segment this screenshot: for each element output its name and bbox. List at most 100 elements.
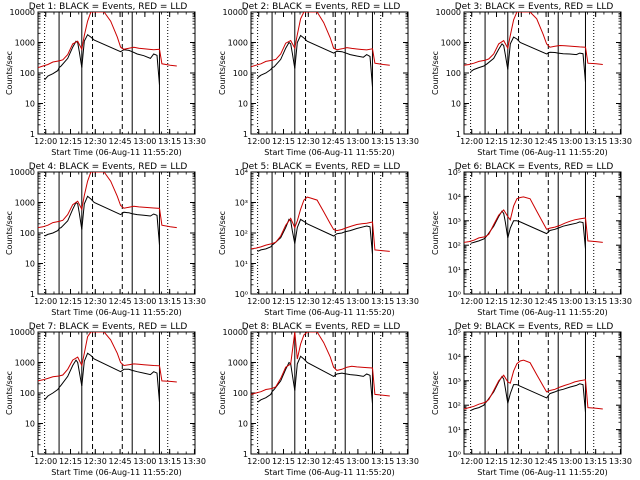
x-tick-label: 13:30: [183, 297, 206, 306]
x-tick-label: 13:00: [133, 457, 156, 466]
y-tick-label: 10¹: [235, 260, 248, 269]
plot-frame: [250, 11, 409, 135]
x-tick-label: 13:30: [183, 137, 206, 146]
y-tick-label: 10000: [10, 8, 35, 17]
x-tick-label: 13:30: [609, 137, 632, 146]
x-tick-label: 12:15: [59, 457, 82, 466]
y-tick-label: 10⁵: [448, 328, 461, 337]
y-tick-label: 10000: [436, 8, 461, 17]
panel-title: Det 2: BLACK = Events, RED = LLD: [242, 2, 401, 12]
x-tick-label: 12:15: [272, 297, 295, 306]
y-tick-label: 1000: [15, 359, 35, 368]
y-tick-label: 10: [238, 420, 248, 429]
x-axis-label: Start Time (06-Aug-11 11:55:20): [477, 148, 608, 157]
plot-frame: [463, 331, 622, 455]
y-tick-label: 10: [25, 100, 35, 109]
y-tick-label: 100: [20, 229, 35, 238]
x-tick-label: 12:45: [322, 137, 345, 146]
x-tick-label: 13:00: [346, 457, 369, 466]
detector-panel-6: Det 6: BLACK = Events, RED = LLD 10⁰ 10¹ 10…: [431, 162, 632, 317]
x-tick-label: 13:30: [396, 137, 419, 146]
x-tick-label: 13:30: [396, 457, 419, 466]
y-tick-label: 1000: [228, 39, 248, 48]
y-axis-label: Counts/sec: [218, 51, 227, 95]
series-line-lld: [38, 172, 177, 229]
y-tick-label: 1: [243, 450, 248, 459]
x-tick-label: 12:15: [59, 137, 82, 146]
x-axis-label: Start Time (06-Aug-11 11:55:20): [477, 308, 608, 317]
y-tick-label: 10²: [448, 401, 461, 410]
x-tick-label: 12:00: [247, 297, 270, 306]
detector-panel-7: Det 7: BLACK = Events, RED = LLD 1 10 100 10…: [5, 322, 206, 477]
y-tick-label: 10000: [223, 8, 248, 17]
y-axis-label: Counts/sec: [218, 371, 227, 415]
x-tick-label: 13:15: [158, 457, 181, 466]
y-tick-label: 1: [30, 130, 35, 139]
x-tick-label: 13:15: [584, 137, 607, 146]
y-axis-label: Counts/sec: [5, 51, 14, 95]
x-tick-label: 13:00: [133, 297, 156, 306]
y-tick-label: 10³: [448, 217, 461, 226]
x-tick-label: 12:00: [34, 137, 57, 146]
series-line-lld: [38, 332, 177, 383]
series-line-events: [257, 218, 373, 255]
x-tick-label: 13:00: [559, 457, 582, 466]
x-tick-label: 12:30: [297, 457, 320, 466]
panel-title: Det 3: BLACK = Events, RED = LLD: [455, 2, 614, 12]
y-tick-label: 100: [233, 69, 248, 78]
detector-panel-2: Det 2: BLACK = Events, RED = LLD 1 10 100 10…: [218, 2, 419, 157]
panel-title: Det 4: BLACK = Events, RED = LLD: [29, 162, 188, 172]
x-axis-label: Start Time (06-Aug-11 11:55:20): [264, 148, 395, 157]
y-axis-label: Counts/sec: [5, 211, 14, 255]
detector-panel-1: Det 1: BLACK = Events, RED = LLD 1 10 100 10…: [5, 2, 206, 157]
x-tick-label: 13:15: [158, 137, 181, 146]
x-tick-label: 12:00: [247, 137, 270, 146]
x-tick-label: 12:30: [84, 297, 107, 306]
detector-panel-9: Det 9: BLACK = Events, RED = LLD 10⁰ 10¹ 10…: [431, 322, 632, 477]
panel-title: Det 9: BLACK = Events, RED = LLD: [455, 322, 614, 332]
x-tick-label: 13:15: [371, 297, 394, 306]
x-tick-label: 12:00: [247, 457, 270, 466]
plot-frame: [37, 11, 196, 135]
y-tick-label: 10³: [448, 377, 461, 386]
y-tick-label: 10000: [10, 328, 35, 337]
series-line-events: [470, 210, 586, 250]
x-tick-label: 13:15: [371, 137, 394, 146]
x-tick-label: 12:00: [34, 457, 57, 466]
series-line-lld: [464, 196, 603, 243]
y-tick-label: 1: [456, 130, 461, 139]
x-tick-label: 13:30: [396, 297, 419, 306]
y-tick-label: 1000: [15, 39, 35, 48]
y-tick-label: 10: [451, 100, 461, 109]
y-tick-label: 10000: [10, 168, 35, 177]
plot-frame: [37, 331, 196, 455]
plot-frame: [463, 171, 622, 295]
y-tick-label: 100: [20, 389, 35, 398]
series-line-events: [44, 352, 160, 403]
y-tick-label: 1: [243, 130, 248, 139]
series-line-lld: [251, 332, 390, 397]
x-tick-label: 13:15: [584, 297, 607, 306]
series-line-lld: [38, 12, 177, 69]
y-tick-label: 10³: [235, 199, 248, 208]
y-tick-label: 10²: [235, 229, 248, 238]
detector-panel-5: Det 5: BLACK = Events, RED = LLD 10⁰ 10¹ 10…: [218, 162, 419, 317]
x-tick-label: 12:45: [535, 137, 558, 146]
x-tick-label: 12:30: [510, 297, 533, 306]
panel-title: Det 7: BLACK = Events, RED = LLD: [29, 322, 188, 332]
x-tick-label: 13:00: [559, 137, 582, 146]
x-tick-label: 13:15: [158, 297, 181, 306]
x-tick-label: 12:45: [322, 297, 345, 306]
x-tick-label: 12:00: [460, 457, 483, 466]
y-tick-label: 10¹: [448, 266, 461, 275]
series-line-events: [470, 36, 586, 83]
y-tick-label: 1: [30, 450, 35, 459]
x-tick-label: 12:15: [272, 457, 295, 466]
y-tick-label: 10⁴: [448, 352, 461, 361]
x-tick-label: 13:00: [346, 137, 369, 146]
detector-panel-3: Det 3: BLACK = Events, RED = LLD 1 10 100 10…: [431, 2, 632, 157]
y-tick-label: 1000: [15, 199, 35, 208]
series-line-events: [44, 195, 160, 246]
y-tick-label: 10⁴: [448, 192, 461, 201]
